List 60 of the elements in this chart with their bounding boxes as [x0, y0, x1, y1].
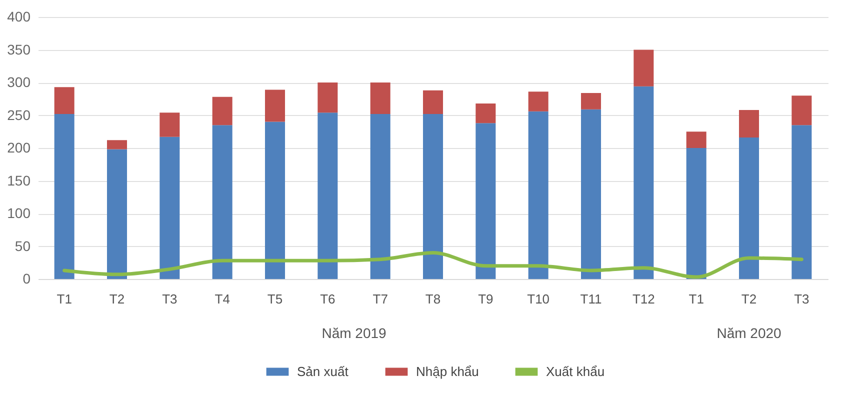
x-tick-label: T11 — [580, 292, 602, 306]
bar — [528, 92, 548, 112]
bar — [476, 123, 496, 279]
bar — [54, 114, 74, 279]
bar — [264, 122, 286, 279]
x-tick-label: T3 — [162, 292, 178, 306]
bar — [422, 114, 444, 279]
y-tick-label: 300 — [7, 74, 31, 90]
bar — [738, 138, 760, 279]
bar — [792, 125, 812, 279]
bar — [580, 92, 602, 110]
bar — [106, 149, 128, 279]
y-tick-label: 400 — [7, 8, 31, 24]
x-tick-label: T1 — [56, 292, 72, 306]
x-tick-label: T2 — [741, 292, 757, 306]
x-tick-label: T2 — [109, 292, 125, 306]
x-tick-label: T7 — [372, 292, 388, 306]
y-tick-label: 50 — [14, 238, 31, 254]
bar — [528, 111, 548, 279]
text: Năm 2019 — [322, 325, 387, 341]
y-tick-label: 0 — [22, 270, 31, 286]
y-tick-label: 150 — [7, 172, 31, 188]
text: Năm 2020 — [716, 325, 782, 341]
y-tick-label: 250 — [7, 106, 31, 123]
bar — [318, 112, 338, 279]
bar — [634, 50, 654, 86]
x-tick-label: T5 — [267, 292, 283, 306]
x-tick-label: T10 — [527, 292, 550, 306]
bar — [476, 103, 496, 124]
line-series — [62, 251, 804, 279]
bar — [318, 82, 338, 113]
y-tick-label: 350 — [7, 41, 31, 58]
x-tick-label: T8 — [425, 292, 441, 306]
bar — [370, 114, 390, 279]
legend-label: Nhập khẩu — [416, 364, 479, 379]
x-tick-label: T4 — [214, 292, 230, 306]
bar — [264, 90, 286, 122]
bar — [160, 136, 180, 279]
legend-label: Sản xuất — [297, 364, 349, 379]
bar — [792, 96, 812, 126]
x-tick-label: T3 — [794, 292, 810, 306]
bar — [738, 110, 760, 138]
legend-label: Xuất khẩu — [546, 364, 605, 379]
bar — [212, 125, 232, 279]
x-tick-label: T1 — [688, 292, 704, 306]
bar — [686, 132, 706, 148]
bar — [580, 109, 602, 279]
bar — [370, 82, 390, 114]
y-tick-label: 200 — [7, 140, 31, 156]
bar — [212, 96, 232, 126]
x-tick-label: T12 — [632, 292, 655, 306]
bar — [106, 140, 128, 150]
y-tick-label: 100 — [7, 205, 31, 221]
bar — [422, 90, 444, 114]
bar — [160, 112, 180, 137]
bar — [634, 86, 654, 279]
x-tick-label: T9 — [478, 292, 494, 306]
bar — [54, 87, 74, 114]
bar — [686, 148, 706, 279]
x-tick-label: T6 — [320, 292, 336, 306]
